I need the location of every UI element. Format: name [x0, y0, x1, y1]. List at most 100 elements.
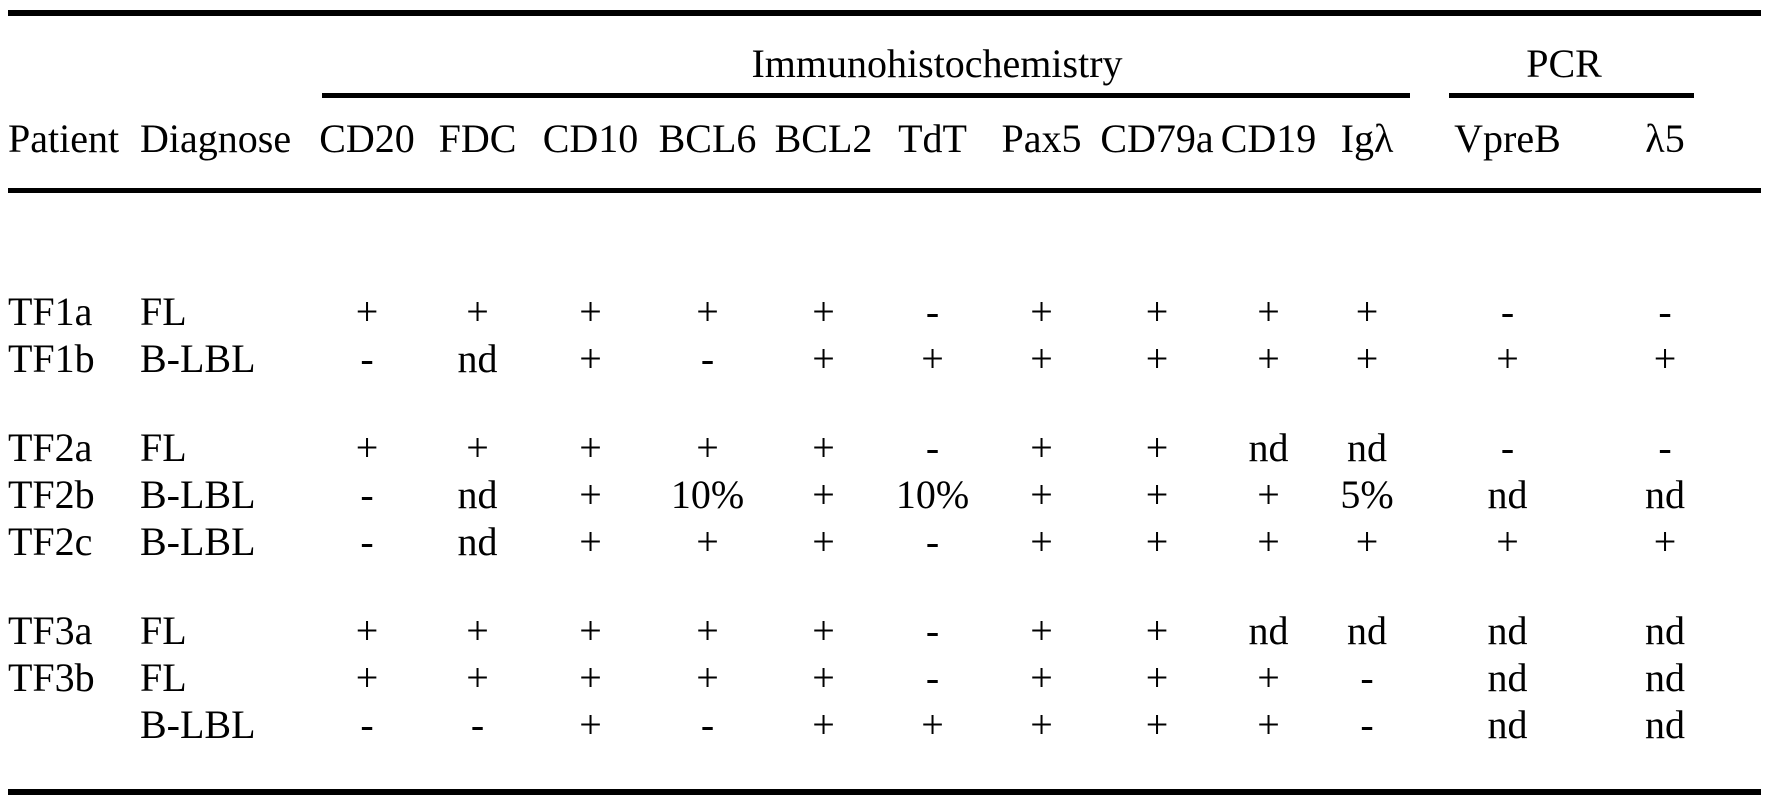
cell-cd20: - [360, 336, 374, 381]
cell-cd10: + [579, 336, 602, 381]
cell-cd19: + [1257, 655, 1280, 700]
cell-bcl6: + [696, 655, 719, 700]
cell-cd10: + [579, 655, 602, 700]
cell-cd19: nd [1248, 425, 1289, 470]
column-header-5: λ5 [1645, 116, 1685, 161]
cell-cd19: nd [1248, 608, 1289, 653]
cell-5: - [1658, 425, 1672, 470]
cell-pax5: + [1030, 472, 1053, 517]
table-row: B-LBL - - + - + + + + + - nd nd [0, 701, 1767, 748]
cell-tdt: - [925, 519, 940, 564]
cell-cd19: + [1257, 472, 1280, 517]
cell-fdc: - [470, 702, 485, 747]
cell-bcl2: + [812, 608, 835, 653]
cell-patient: TF2a [8, 425, 93, 470]
cell-5: nd [1645, 702, 1685, 747]
column-header-cd20: CD20 [319, 116, 415, 161]
cell-bcl2: + [812, 702, 835, 747]
cell-tdt: - [925, 289, 940, 334]
cell-bcl6: + [696, 425, 719, 470]
bottom-rule [8, 789, 1761, 795]
cell-5: nd [1645, 655, 1685, 700]
cell-5: - [1658, 289, 1672, 334]
cell-vpreb: nd [1487, 702, 1528, 747]
table-row: TF3a FL + + + + + - + + nd nd nd nd [0, 607, 1767, 654]
cell-cd79a: + [1145, 425, 1169, 470]
top-rule [8, 10, 1761, 16]
cell-tdt: + [921, 702, 944, 747]
cell-cd20: + [355, 608, 379, 653]
cell-fdc: + [466, 425, 489, 470]
cell-bcl6: - [700, 336, 715, 381]
cell-ig: nd [1347, 608, 1387, 653]
cell-patient: TF3a [8, 608, 93, 653]
cell-cd10: + [579, 702, 602, 747]
cell-ig: + [1355, 519, 1379, 564]
cell-vpreb: - [1500, 289, 1515, 334]
table-row: TF1a FL + + + + + - + + + + - - [0, 288, 1767, 335]
cell-cd10: + [579, 425, 602, 470]
cell-bcl2: + [812, 425, 835, 470]
cell-pax5: + [1030, 336, 1053, 381]
cell-5: nd [1645, 472, 1685, 517]
cell-diagnose: FL [140, 289, 187, 334]
cell-5: + [1653, 336, 1677, 381]
cell-cd19: + [1257, 519, 1280, 564]
cell-diagnose: B-LBL [140, 472, 256, 517]
cell-ig: - [1360, 702, 1374, 747]
column-header-pax5: Pax5 [1001, 116, 1082, 161]
cell-diagnose: FL [140, 655, 187, 700]
cell-tdt: - [925, 655, 940, 700]
group-label-pcr: PCR [1526, 41, 1602, 86]
cell-cd79a: + [1145, 519, 1169, 564]
cell-cd20: - [360, 519, 374, 564]
group-label-immunohistochemistry: Immunohistochemistry [751, 41, 1123, 86]
cell-vpreb: + [1496, 519, 1519, 564]
group-gap [0, 565, 1767, 607]
column-header-vpreb: VpreB [1454, 116, 1561, 161]
cell-tdt: - [925, 608, 940, 653]
group-gap [0, 382, 1767, 424]
cell-cd10: + [579, 608, 602, 653]
immunohistochemistry-underline [322, 93, 1410, 98]
cell-bcl2: + [812, 289, 835, 334]
cell-cd10: + [579, 289, 602, 334]
table-body: TF1a FL + + + + + - + + + + - - TF1b B-LBL - nd + - + + + + + + + +… [0, 193, 1767, 748]
column-header-tdt: TdT [898, 116, 967, 161]
cell-bcl6: + [696, 289, 719, 334]
table-row: TF2c B-LBL - nd + + + - + + + + + + [0, 518, 1767, 565]
column-header-bcl2: BCL2 [774, 116, 873, 161]
cell-pax5: + [1030, 655, 1053, 700]
cell-diagnose: FL [140, 425, 187, 470]
cell-cd20: - [360, 472, 374, 517]
table-row: TF3b FL + + + + + - + + + - nd nd [0, 654, 1767, 701]
column-header-patient: Patient [8, 116, 120, 161]
cell-tdt: - [925, 425, 940, 470]
cell-cd79a: + [1145, 289, 1169, 334]
cell-ig: - [1360, 655, 1374, 700]
cell-bcl6: 10% [670, 472, 745, 517]
table-row: TF2b B-LBL - nd +10% +10% + + +5% nd nd [0, 471, 1767, 518]
column-header-bcl6: BCL6 [658, 116, 757, 161]
cell-patient: TF2c [8, 519, 93, 564]
header-row: Patient Diagnose CD20 FDC CD10 BCL6 BCL2 TdT Pax… [0, 115, 1767, 162]
cell-cd20: + [355, 425, 379, 470]
column-header-cd19: CD19 [1220, 116, 1317, 161]
cell-cd10: + [579, 519, 602, 564]
cell-cd79a: + [1145, 336, 1169, 381]
column-header-diagnose: Diagnose [140, 116, 292, 161]
cell-fdc: nd [457, 472, 498, 517]
cell-cd79a: + [1145, 702, 1169, 747]
cell-pax5: + [1030, 425, 1053, 470]
cell-cd79a: + [1145, 655, 1169, 700]
cell-cd19: + [1257, 702, 1280, 747]
cell-vpreb: + [1496, 336, 1519, 381]
cell-ig: nd [1347, 425, 1387, 470]
cell-patient: TF3b [8, 655, 95, 700]
cell-cd19: + [1257, 336, 1280, 381]
cell-vpreb: nd [1487, 655, 1528, 700]
cell-cd79a: + [1145, 472, 1169, 517]
cell-bcl6: + [696, 519, 719, 564]
cell-diagnose: B-LBL [140, 519, 256, 564]
